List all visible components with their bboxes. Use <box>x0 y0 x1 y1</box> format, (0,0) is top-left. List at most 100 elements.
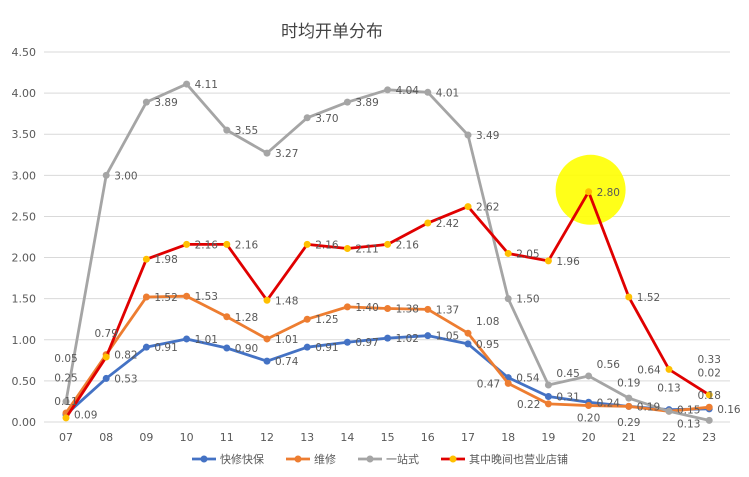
data-label: 0.16 <box>717 404 741 416</box>
data-point <box>223 344 231 352</box>
data-label: 0.20 <box>577 413 600 425</box>
y-tick-label: 2.00 <box>12 252 37 265</box>
data-label: 0.09 <box>74 410 97 422</box>
data-label: 4.04 <box>396 85 420 97</box>
data-label: 0.97 <box>355 337 378 349</box>
y-tick-label: 2.50 <box>12 210 37 223</box>
data-label: 1.48 <box>275 295 298 307</box>
data-label: 4.01 <box>436 87 459 99</box>
legend-marker <box>294 455 302 463</box>
data-label: 0.19 <box>637 401 660 413</box>
data-point <box>705 416 713 424</box>
y-tick-label: 1.00 <box>12 334 37 347</box>
data-label: 0.54 <box>516 373 540 385</box>
x-tick-label: 14 <box>340 431 354 444</box>
data-label: 0.91 <box>315 342 338 354</box>
data-label: 1.52 <box>154 292 177 304</box>
data-label: 1.96 <box>556 256 580 268</box>
data-label: 0.24 <box>597 397 621 409</box>
data-label: 0.82 <box>114 350 137 362</box>
data-point <box>62 397 70 405</box>
data-point <box>384 86 392 94</box>
data-label: 0.22 <box>517 399 540 411</box>
data-label: 0.45 <box>556 368 579 380</box>
data-label: 1.08 <box>476 316 499 328</box>
data-label: 3.55 <box>235 125 258 137</box>
data-label: 2.16 <box>195 239 219 251</box>
data-label: 0.79 <box>95 328 118 340</box>
data-label: 0.15 <box>677 405 700 417</box>
data-point <box>263 357 271 365</box>
x-tick-label: 18 <box>501 431 515 444</box>
data-point <box>183 335 191 343</box>
data-label: 1.40 <box>355 302 378 314</box>
data-point <box>585 188 593 196</box>
data-point <box>464 340 472 348</box>
x-tick-label: 10 <box>180 431 194 444</box>
data-label: 2.80 <box>597 187 620 199</box>
data-label: 2.16 <box>315 239 339 251</box>
data-point <box>183 292 191 300</box>
legend-label: 其中晚间也营业店铺 <box>469 452 568 466</box>
data-point <box>142 255 150 263</box>
data-point <box>384 240 392 248</box>
data-point <box>424 88 432 96</box>
data-point <box>102 353 110 361</box>
y-tick-label: 0.50 <box>12 375 37 388</box>
x-tick-label: 20 <box>582 431 596 444</box>
legend-marker <box>200 455 208 463</box>
data-label: 1.01 <box>195 334 218 346</box>
data-label: 0.53 <box>114 373 137 385</box>
data-label: 0.90 <box>235 343 258 355</box>
data-label: 3.89 <box>154 97 177 109</box>
series-line <box>64 294 710 414</box>
data-label: 1.37 <box>436 304 459 316</box>
data-point <box>263 296 271 304</box>
data-point <box>585 402 593 410</box>
legend-marker <box>449 455 457 463</box>
data-label: 0.25 <box>54 372 77 384</box>
x-tick-label: 16 <box>421 431 435 444</box>
data-label: 3.00 <box>114 170 137 182</box>
data-point <box>303 315 311 323</box>
data-point <box>424 332 432 340</box>
data-point <box>464 203 472 211</box>
data-label: 0.74 <box>275 356 299 368</box>
data-point <box>223 313 231 321</box>
data-label: 1.28 <box>235 312 258 324</box>
data-label: 2.42 <box>436 218 459 230</box>
legend-label: 一站式 <box>386 452 419 466</box>
data-label: 1.25 <box>315 314 338 326</box>
data-point <box>585 372 593 380</box>
y-tick-label: 4.00 <box>12 87 37 100</box>
data-point <box>665 407 673 415</box>
series-line <box>64 190 710 419</box>
data-label: 1.05 <box>436 331 459 343</box>
data-point <box>424 305 432 313</box>
data-label: 0.18 <box>698 390 721 402</box>
data-label: 0.56 <box>597 359 621 371</box>
y-tick-label: 4.50 <box>12 46 37 59</box>
data-label: 1.53 <box>195 291 218 303</box>
data-point <box>303 114 311 122</box>
data-label: 3.49 <box>476 130 499 142</box>
y-tick-label: 1.50 <box>12 293 37 306</box>
x-tick-label: 19 <box>541 431 555 444</box>
data-label: 2.16 <box>396 239 420 251</box>
data-label: 4.11 <box>195 79 218 91</box>
data-label: 1.01 <box>275 334 298 346</box>
data-label: 0.02 <box>698 367 721 379</box>
data-label: 0.47 <box>477 378 500 390</box>
data-point <box>343 303 351 311</box>
data-label: 0.64 <box>637 364 661 376</box>
data-label: 0.11 <box>54 396 77 408</box>
x-tick-label: 17 <box>461 431 475 444</box>
data-label: 1.50 <box>516 294 539 306</box>
data-label: 3.89 <box>355 97 378 109</box>
x-tick-label: 12 <box>260 431 274 444</box>
data-point <box>464 131 472 139</box>
data-point <box>343 245 351 253</box>
data-point <box>544 257 552 265</box>
data-point <box>343 338 351 346</box>
